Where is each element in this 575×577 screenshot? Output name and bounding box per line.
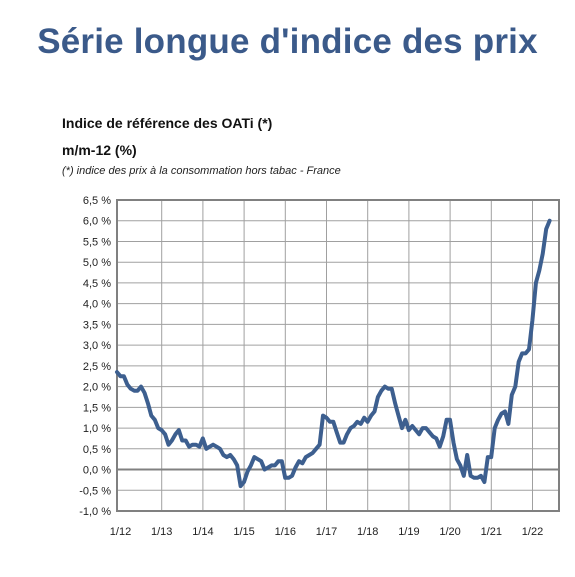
y-tick-label: 4,0 % bbox=[83, 299, 111, 311]
chart-note: (*) indice des prix à la consommation ho… bbox=[62, 165, 341, 177]
plot-frame bbox=[116, 199, 560, 512]
y-tick-label: 2,0 % bbox=[83, 382, 111, 394]
x-tick-label: 1/20 bbox=[439, 526, 460, 538]
y-tick-label: 0,5 % bbox=[83, 444, 111, 456]
chart-title: Indice de référence des OATi (*) bbox=[62, 115, 273, 131]
x-tick-label: 1/15 bbox=[233, 526, 254, 538]
x-tick-label: 1/22 bbox=[522, 526, 543, 538]
x-tick-label: 1/16 bbox=[275, 526, 296, 538]
x-tick-label: 1/12 bbox=[110, 526, 131, 538]
y-tick-label: 6,5 % bbox=[83, 195, 111, 207]
x-tick-label: 1/18 bbox=[357, 526, 378, 538]
x-tick-label: 1/19 bbox=[398, 526, 419, 538]
y-tick-label: 0,0 % bbox=[83, 465, 111, 477]
y-tick-label: -0,5 % bbox=[79, 485, 111, 497]
page-title: Série longue d'indice des prix bbox=[37, 22, 538, 61]
x-tick-label: 1/14 bbox=[192, 526, 213, 538]
chart-subtitle: m/m-12 (%) bbox=[62, 142, 137, 158]
y-tick-label: 5,5 % bbox=[83, 236, 111, 248]
x-tick-label: 1/17 bbox=[316, 526, 337, 538]
y-tick-label: -1,0 % bbox=[79, 506, 111, 518]
y-tick-label: 4,5 % bbox=[83, 278, 111, 290]
y-tick-label: 3,0 % bbox=[83, 340, 111, 352]
y-tick-label: 5,0 % bbox=[83, 257, 111, 269]
y-tick-label: 1,0 % bbox=[83, 423, 111, 435]
series-line bbox=[115, 218, 552, 489]
y-tick-label: 6,0 % bbox=[83, 216, 111, 228]
x-tick-label: 1/13 bbox=[151, 526, 172, 538]
y-tick-label: 2,5 % bbox=[83, 361, 111, 373]
y-tick-label: 1,5 % bbox=[83, 402, 111, 414]
y-tick-label: 3,5 % bbox=[83, 319, 111, 331]
x-tick-label: 1/21 bbox=[481, 526, 502, 538]
